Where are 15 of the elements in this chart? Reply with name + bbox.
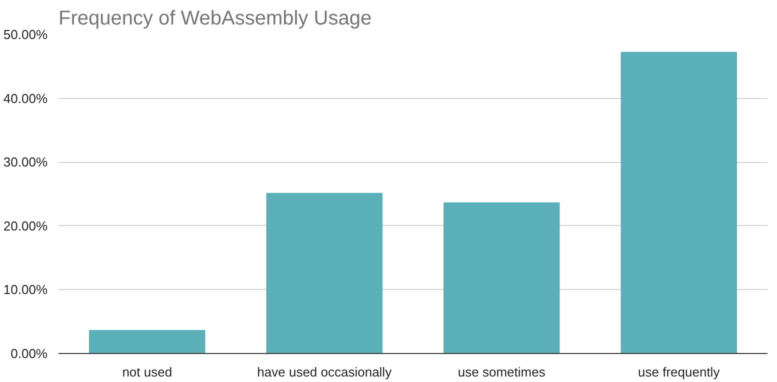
x-tick-label: use sometimes [458, 364, 546, 380]
bar [444, 202, 560, 354]
x-tick-label: have used occasionally [257, 364, 392, 380]
bar [89, 330, 206, 354]
chart-title: Frequency of WebAssembly Usage [58, 8, 372, 30]
x-tick-label: use frequently [638, 364, 720, 380]
y-tick-label: 40.00% [3, 90, 48, 106]
x-tick-label: not used [122, 364, 172, 380]
y-tick-label: 20.00% [3, 218, 48, 234]
y-tick-label: 30.00% [3, 154, 48, 170]
bar [620, 52, 737, 354]
y-tick-label: 10.00% [3, 282, 48, 298]
y-tick-label: 50.00% [3, 27, 48, 42]
bar [266, 192, 382, 354]
y-tick-label: 0.00% [10, 346, 48, 361]
